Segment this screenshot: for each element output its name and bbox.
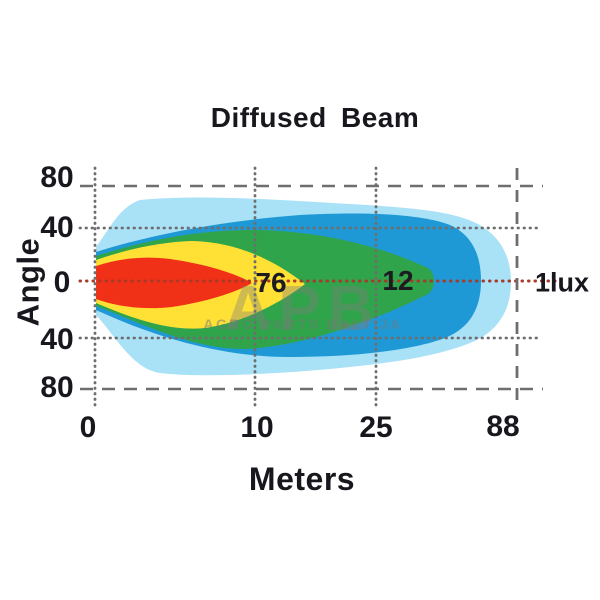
x-tick-88: 88 (486, 410, 520, 443)
contour-red-core (96, 257, 252, 309)
y-tick-40-bottom: 40 (40, 323, 74, 356)
x-tick-0: 0 (79, 411, 97, 444)
watermark-subtitle: AGRO PARTS BALTIJA (203, 316, 403, 332)
x-tick-10: 10 (240, 411, 274, 444)
y-tick-80-bottom: 80 (40, 371, 74, 404)
iso-value-1lux: 1lux (534, 267, 590, 298)
chart-title: Diffused Beam (210, 102, 420, 133)
iso-value-76: 76 (255, 267, 287, 298)
watermark-logo: APB (224, 272, 382, 344)
y-tick-40-top: 40 (40, 211, 74, 244)
x-tick-25: 25 (359, 411, 393, 444)
y-axis-label: Angle (10, 237, 46, 327)
y-tick-80-top: 80 (40, 161, 74, 194)
x-axis-label: Meters (248, 461, 356, 497)
iso-value-12: 12 (382, 265, 414, 296)
y-tick-0: 0 (53, 266, 71, 299)
